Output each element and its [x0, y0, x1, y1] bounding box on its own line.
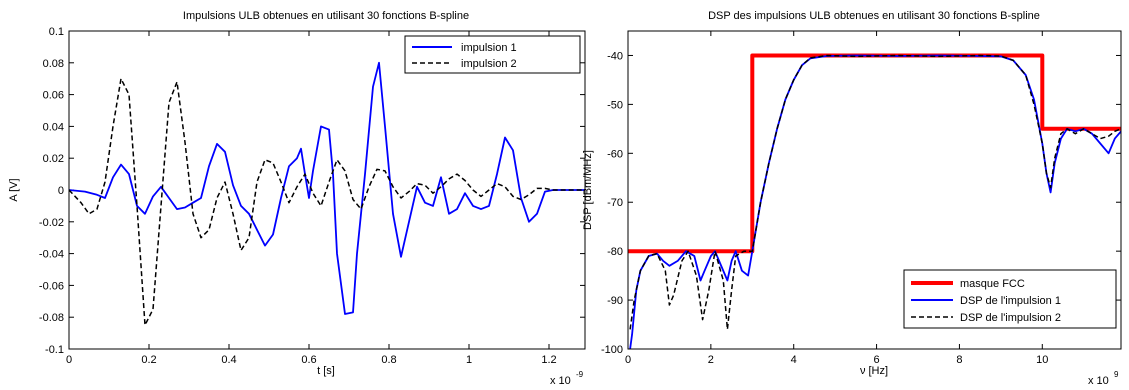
legend-label-dsp-1: DSP de l'impulsion 1 — [960, 295, 1061, 307]
chart-left-title: Impulsions ULB obtenues en utilisant 30 … — [183, 10, 469, 22]
chart-right-ytick-label: -60 — [607, 148, 623, 160]
chart-right-xtick-label: 10 — [1036, 354, 1048, 366]
chart-right-series-line-0 — [628, 53, 1121, 254]
chart-right-legend: masque FCC DSP de l'impulsion 1 DSP de l… — [903, 269, 1117, 329]
chart-left-ytick-label: 0.06 — [43, 90, 64, 102]
chart-left-ytick-label: -0.04 — [39, 249, 64, 261]
chart-right-xtick-label: 4 — [791, 354, 797, 366]
chart-left-ytick-label: 0.1 — [49, 26, 64, 38]
chart-right-ticks: 0 2 4 6 8 10 -100 -90 -80 -70 -60 -50 -40 — [601, 31, 1121, 366]
chart-left-xtick-label: 0.2 — [141, 354, 156, 366]
legend-label-masque-fcc: masque FCC — [960, 278, 1025, 290]
chart-right-xtick-label: 8 — [956, 354, 962, 366]
chart-left-xtick-label: 0 — [66, 354, 72, 366]
chart-right-ytick-label: -80 — [607, 246, 623, 258]
legend-label-impulsion-1: impulsion 1 — [461, 42, 517, 54]
chart-left-ytick-label: -0.06 — [39, 280, 64, 292]
chart-left-ytick-label: -0.1 — [45, 344, 64, 356]
chart-left-x-exponent: x 10 — [550, 375, 571, 387]
chart-right: DSP des impulsions ULB obtenues en utili… — [582, 10, 1122, 387]
chart-left-legend-box — [404, 35, 581, 74]
chart-right-ylabel: DSP [dBm/MHz] — [582, 150, 594, 230]
chart-right-axes-box — [627, 30, 1122, 350]
chart-left-ticks: 0 0.2 0.4 0.6 0.8 1 1.2 -0.1 -0.08 -0.06 -0.04 -0.0… — [39, 26, 585, 366]
chart-left-ylabel: A [V] — [8, 178, 20, 201]
chart-right-xlabel: ν [Hz] — [860, 365, 888, 377]
chart-left-xtick-label: 0.4 — [221, 354, 236, 366]
chart-right-ytick-label: -100 — [601, 344, 623, 356]
chart-left-xlabel: t [s] — [317, 365, 335, 377]
chart-right-x-exponent: x 10 — [1088, 375, 1109, 387]
chart-right-xtick-label: 2 — [708, 354, 714, 366]
chart-right-ytick-label: -70 — [607, 197, 623, 209]
chart-left-series-line-0 — [69, 61, 585, 315]
chart-left-ytick-label: 0.08 — [43, 58, 64, 70]
chart-left-ytick-label: -0.02 — [39, 217, 64, 229]
chart-right-xtick-label: 0 — [625, 354, 631, 366]
chart-left-axes-box — [68, 30, 586, 350]
chart-left-xtick-label: 1 — [466, 354, 472, 366]
chart-right-series-line-1 — [629, 54, 1121, 349]
chart-left-ytick-label: 0 — [58, 185, 64, 197]
chart-left-xtick-label: 0.6 — [301, 354, 316, 366]
chart-left-xtick-label: 0.8 — [381, 354, 396, 366]
chart-left-series — [69, 61, 585, 326]
chart-right-title: DSP des impulsions ULB obtenues en utili… — [708, 10, 1040, 22]
chart-left-ytick-label: 0.04 — [43, 121, 64, 133]
chart-right-series — [628, 53, 1121, 349]
chart-left-legend: impulsion 1 impulsion 2 — [404, 35, 581, 74]
legend-label-impulsion-2: impulsion 2 — [461, 58, 517, 70]
chart-right-ytick-label: -90 — [607, 295, 623, 307]
chart-right-ytick-label: -50 — [607, 99, 623, 111]
legend-label-dsp-2: DSP de l'impulsion 2 — [960, 312, 1061, 324]
chart-left-xtick-label: 1.2 — [541, 354, 556, 366]
chart-right-series-line-2 — [629, 54, 1121, 331]
chart-left-x-exponent-power: -9 — [576, 370, 584, 379]
chart-right-x-exponent-power: 9 — [1114, 370, 1119, 379]
chart-left-ytick-label: 0.02 — [43, 153, 64, 165]
chart-left-series-line-1 — [69, 77, 585, 326]
chart-left: Impulsions ULB obtenues en utilisant 30 … — [8, 10, 586, 387]
chart-right-ytick-label: -40 — [607, 50, 623, 62]
chart-right-xtick-label: 6 — [874, 354, 880, 366]
chart-left-ytick-label: -0.08 — [39, 312, 64, 324]
